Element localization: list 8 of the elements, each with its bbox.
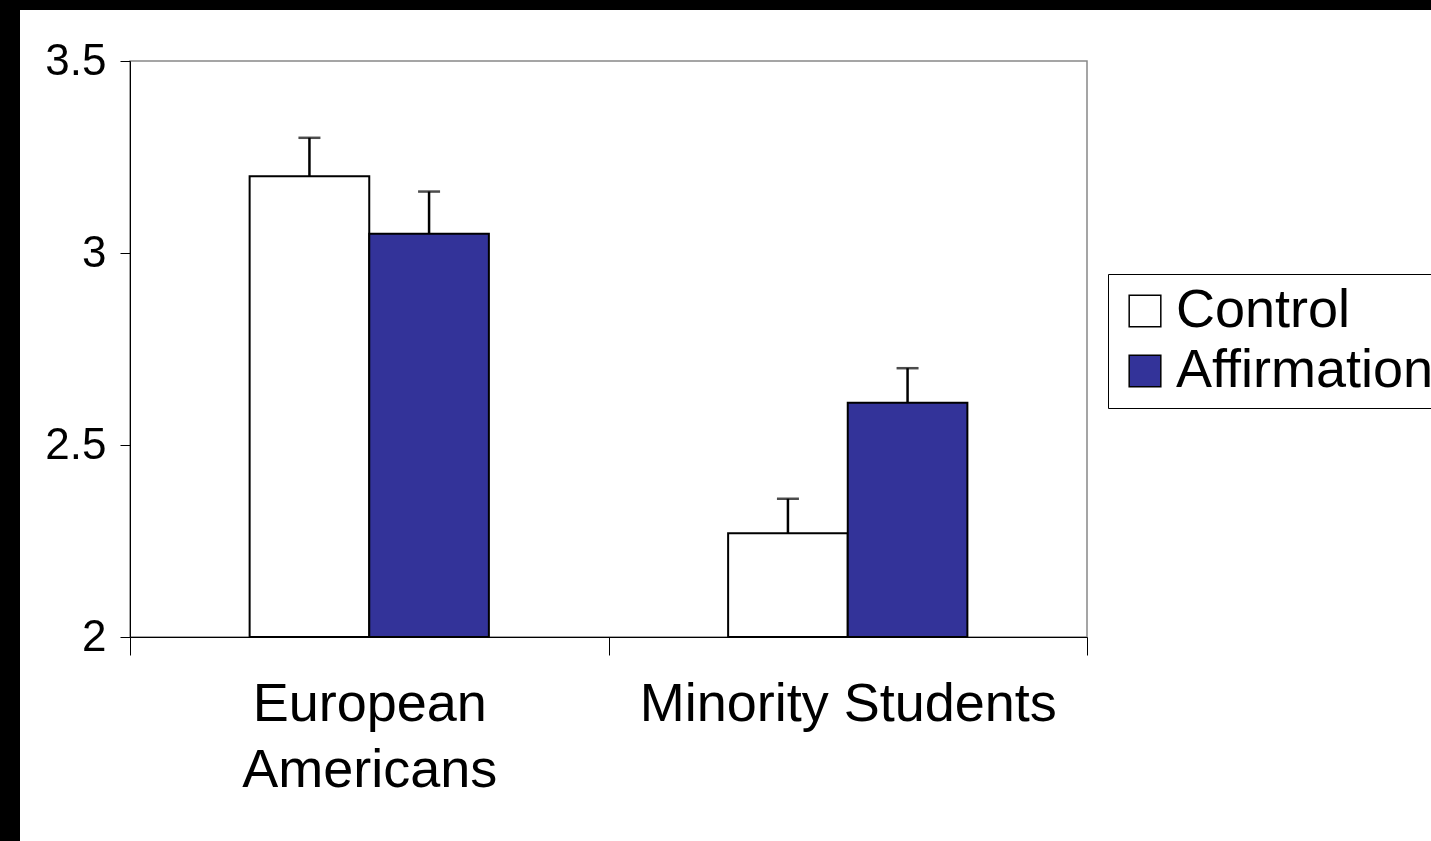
y-tick-label: 3 — [82, 226, 107, 276]
x-tick-label: Minority Students — [639, 671, 1057, 732]
legend-label: Control — [1176, 278, 1351, 338]
y-tick-label: 2.5 — [45, 418, 107, 468]
y-tick-label: 2 — [82, 610, 107, 660]
y-tick-label: 3.5 — [45, 34, 107, 84]
x-tick-label: European Americans — [242, 671, 498, 798]
legend-label: Affirmation — [1176, 338, 1431, 398]
